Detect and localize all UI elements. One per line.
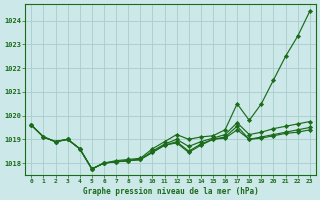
X-axis label: Graphe pression niveau de la mer (hPa): Graphe pression niveau de la mer (hPa) <box>83 187 259 196</box>
